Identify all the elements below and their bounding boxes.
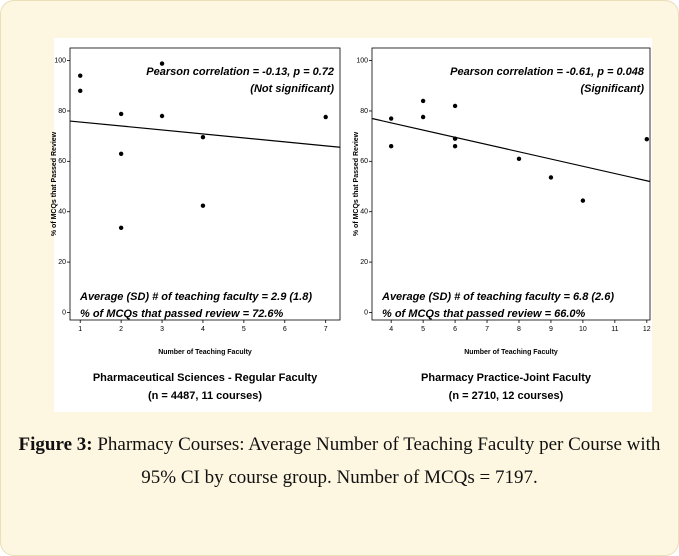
point bbox=[388, 144, 394, 149]
point bbox=[118, 225, 124, 231]
y-tick-label: 40 bbox=[360, 209, 368, 216]
point bbox=[644, 136, 650, 142]
point bbox=[323, 114, 328, 120]
y-tick-label: 40 bbox=[58, 209, 66, 216]
annotation: Average (SD) # of teaching faculty = 2.9… bbox=[79, 291, 312, 303]
annotation: Pearson correlation = -0.13, p = 0.72 bbox=[146, 66, 334, 78]
y-axis-label: % of MCQs that Passed Review bbox=[353, 131, 360, 236]
y-tick-label: 100 bbox=[54, 57, 66, 64]
x-tick-label: 1 bbox=[78, 326, 82, 333]
panel-title: Pharmaceutical Sciences - Regular Facult… bbox=[93, 372, 318, 384]
x-tick-label: 6 bbox=[283, 326, 287, 333]
point bbox=[78, 88, 83, 94]
y-axis-label: % of MCQs that Passed Review bbox=[51, 131, 58, 236]
panel-title: (n = 4487, 11 courses) bbox=[148, 390, 262, 402]
y-tick-label: 100 bbox=[356, 57, 368, 64]
fit-line bbox=[69, 120, 341, 148]
point bbox=[452, 103, 458, 109]
annotation: Average (SD) # of teaching faculty = 6.8… bbox=[381, 291, 614, 303]
y-tick-label: 80 bbox=[58, 108, 66, 115]
point bbox=[516, 156, 522, 162]
annotation: Pearson correlation = -0.61, p = 0.048 bbox=[450, 66, 645, 78]
point bbox=[580, 198, 586, 203]
x-tick-label: 3 bbox=[160, 326, 164, 333]
panel-title: (n = 2710, 12 courses) bbox=[449, 390, 564, 402]
point bbox=[420, 114, 426, 120]
point bbox=[78, 73, 83, 78]
plot-area bbox=[371, 47, 651, 321]
x-axis-label: Number of Teaching Faculty bbox=[464, 349, 558, 356]
caption: Figure 3: Pharmacy Courses: Average Numb… bbox=[0, 428, 679, 494]
y-tick-label: 20 bbox=[360, 259, 368, 266]
point bbox=[118, 151, 124, 156]
point bbox=[548, 175, 554, 180]
annotation: (Significant) bbox=[580, 83, 644, 95]
x-tick-label: 9 bbox=[549, 326, 553, 333]
x-tick-label: 7 bbox=[485, 326, 489, 333]
x-tick-label: 12 bbox=[643, 326, 651, 333]
point bbox=[420, 98, 426, 104]
y-tick-label: 0 bbox=[62, 309, 66, 316]
point bbox=[159, 61, 165, 66]
annotation: % of MCQs that passed review = 66.0% bbox=[382, 308, 585, 320]
x-tick-label: 8 bbox=[517, 326, 521, 333]
fit-line bbox=[371, 117, 651, 183]
y-tick-label: 80 bbox=[360, 108, 368, 115]
annotation: % of MCQs that passed review = 72.6% bbox=[80, 308, 283, 320]
x-tick-label: 5 bbox=[421, 326, 425, 333]
x-tick-label: 5 bbox=[242, 326, 246, 333]
plot-area bbox=[69, 47, 341, 321]
panel-title: Pharmacy Practice-Joint Faculty bbox=[421, 372, 592, 384]
figure-panel bbox=[54, 38, 652, 412]
caption-text: Pharmacy Courses: Average Number of Teac… bbox=[97, 434, 661, 488]
x-tick-label: 2 bbox=[119, 326, 123, 333]
point bbox=[200, 203, 206, 208]
point bbox=[388, 116, 394, 121]
point bbox=[118, 111, 124, 117]
x-tick-label: 6 bbox=[453, 326, 457, 333]
point bbox=[452, 144, 458, 149]
x-tick-label: 7 bbox=[324, 326, 328, 333]
y-tick-label: 60 bbox=[58, 158, 66, 165]
y-tick-label: 60 bbox=[360, 158, 368, 165]
x-tick-label: 11 bbox=[611, 326, 618, 333]
annotation: (Not significant) bbox=[250, 83, 334, 95]
point bbox=[159, 113, 165, 119]
x-tick-label: 10 bbox=[579, 326, 587, 333]
point bbox=[452, 136, 458, 141]
y-tick-label: 20 bbox=[58, 259, 66, 266]
point bbox=[200, 134, 206, 140]
x-tick-label: 4 bbox=[389, 326, 393, 333]
y-tick-label: 0 bbox=[364, 309, 368, 316]
x-tick-label: 4 bbox=[201, 326, 205, 333]
x-axis-label: Number of Teaching Faculty bbox=[158, 349, 252, 356]
caption-label: Figure 3: bbox=[18, 434, 93, 455]
